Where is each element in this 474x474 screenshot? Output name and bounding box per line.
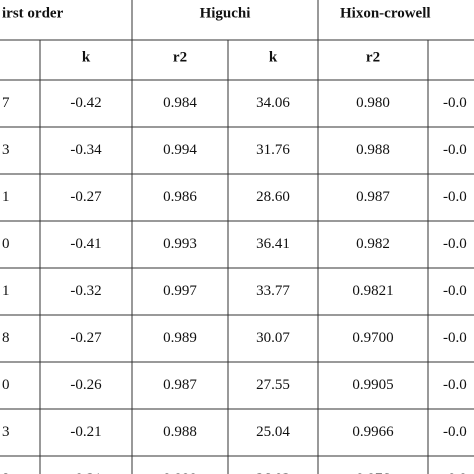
cell: 3: [2, 424, 10, 440]
cell: -0.21: [70, 471, 101, 474]
cell: 31.76: [256, 142, 290, 158]
cell: 0.986: [163, 189, 197, 205]
cell: -0.0: [443, 377, 467, 393]
cell: 36.41: [256, 236, 290, 252]
sub-header: r2: [366, 49, 380, 65]
cell: -0.27: [70, 330, 102, 346]
cell: 0: [2, 236, 10, 252]
sub-header: r2: [173, 49, 187, 65]
cell: 0.997: [163, 283, 197, 299]
cell: 1: [2, 283, 10, 299]
cell: 7: [2, 95, 10, 111]
cell: 8: [2, 471, 10, 474]
cell: -0.0: [443, 236, 467, 252]
cell: -0.0: [443, 142, 467, 158]
cell: -0.0: [443, 330, 467, 346]
cell: 0.990: [163, 471, 197, 474]
cell: -0.41: [70, 236, 101, 252]
cell: -0.0: [443, 471, 467, 474]
cell: 33.77: [256, 283, 290, 299]
cell: 0.9700: [352, 330, 393, 346]
cell: 27.55: [256, 377, 290, 393]
cell: 0.987: [356, 189, 390, 205]
cell: 0.994: [163, 142, 197, 158]
cell: 30.07: [256, 330, 290, 346]
sub-header: k: [269, 49, 278, 65]
sub-header: k: [82, 49, 91, 65]
cell: 0.982: [356, 236, 390, 252]
cell: 0.987: [163, 377, 197, 393]
cell: 8: [2, 330, 10, 346]
cell: 0.984: [163, 95, 197, 111]
cell: -0.0: [443, 424, 467, 440]
cell: 0.988: [163, 424, 197, 440]
cell: -0.42: [70, 95, 101, 111]
group-header: Higuchi: [200, 5, 251, 21]
cell: -0.27: [70, 189, 102, 205]
cell: -0.21: [70, 424, 101, 440]
cell: 0.980: [356, 95, 390, 111]
cell: -0.32: [70, 283, 101, 299]
cell: 0.988: [356, 142, 390, 158]
cell: 28.60: [256, 189, 290, 205]
cell: 0.9905: [352, 377, 393, 393]
cell: -0.34: [70, 142, 102, 158]
cell: 34.06: [256, 95, 290, 111]
cell: 0.9966: [352, 424, 394, 440]
cell: 0.993: [163, 236, 197, 252]
cell: 0: [2, 377, 10, 393]
cell: -0.26: [70, 377, 102, 393]
cell: 0.989: [163, 330, 197, 346]
cell: 3: [2, 142, 10, 158]
cell: 26.03: [256, 471, 290, 474]
cell: 0.976: [356, 471, 390, 474]
cell: -0.0: [443, 189, 467, 205]
cell: 25.04: [256, 424, 290, 440]
group-header: irst order: [2, 5, 64, 21]
cell: 1: [2, 189, 10, 205]
group-header: Hixon-crowell: [340, 5, 431, 21]
cell: 0.9821: [352, 283, 393, 299]
cell: -0.0: [443, 283, 467, 299]
cell: -0.0: [443, 95, 467, 111]
